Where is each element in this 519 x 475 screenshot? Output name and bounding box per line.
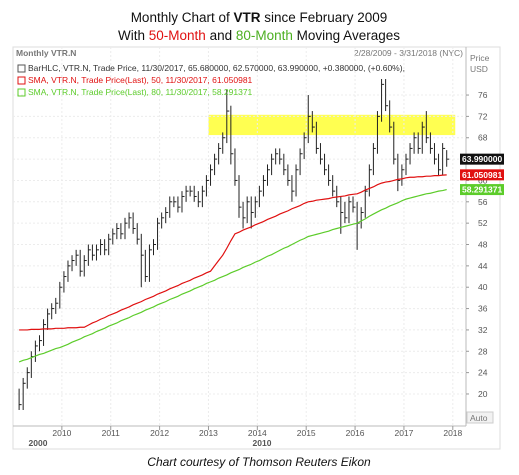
x-tick-label: 2010 bbox=[52, 428, 71, 438]
chart-title: Monthly Chart of VTR since February 2009 bbox=[131, 10, 388, 25]
x-tick-label: 2013 bbox=[199, 428, 218, 438]
x-tick-label: 2011 bbox=[102, 428, 121, 438]
subtitle-part: and bbox=[206, 28, 236, 43]
price-tag-label: 58.291371 bbox=[462, 185, 502, 195]
y-tick-label: 36 bbox=[478, 304, 488, 314]
price-tag bbox=[460, 153, 504, 165]
legend-entry: SMA, VTR.N, Trade Price(Last), 50, 11/30… bbox=[28, 75, 253, 85]
price-tag-label: 61.050981 bbox=[462, 170, 502, 180]
y-tick-label: 20 bbox=[478, 389, 488, 399]
caption: Chart courtesy of Thomson Reuters Eikon bbox=[147, 455, 371, 469]
axis-label: Price bbox=[470, 53, 490, 63]
x-tick-label: 2015 bbox=[297, 428, 316, 438]
legend-icon bbox=[17, 76, 26, 85]
legend-icon bbox=[17, 88, 26, 97]
y-tick-label: 72 bbox=[478, 111, 488, 121]
x-tick-label: 2012 bbox=[150, 428, 169, 438]
axis-label: USD bbox=[470, 64, 488, 74]
price-tag bbox=[460, 169, 504, 181]
decade-label: 2010 bbox=[253, 438, 272, 448]
chart-subtitle: With 50-Month and 80-Month Moving Averag… bbox=[118, 28, 400, 43]
x-tick-label: 2014 bbox=[248, 428, 267, 438]
y-tick-label: 52 bbox=[478, 218, 488, 228]
subtitle-part: 50-Month bbox=[149, 28, 206, 43]
y-tick-label: 48 bbox=[478, 240, 488, 250]
price-tag-label: 63.990000 bbox=[462, 154, 502, 164]
x-tick-label: 2016 bbox=[346, 428, 365, 438]
scale-mode[interactable]: Auto bbox=[470, 413, 488, 423]
title-part: since February 2009 bbox=[260, 10, 387, 25]
subtitle-part: 80-Month bbox=[236, 28, 293, 43]
panel-title: Monthly VTR.N bbox=[16, 48, 76, 58]
x-tick-label: 2018 bbox=[443, 428, 462, 438]
y-tick-label: 56 bbox=[478, 197, 488, 207]
x-tick-label: 2017 bbox=[394, 428, 413, 438]
moving-average bbox=[18, 188, 447, 363]
price-tag bbox=[460, 184, 504, 196]
subtitle-part: With bbox=[118, 28, 149, 43]
title-part: Monthly Chart of bbox=[131, 10, 234, 25]
legend-icon bbox=[17, 64, 26, 73]
date-range: 2/28/2009 - 3/31/2018 (NYC) bbox=[354, 48, 463, 58]
y-tick-label: 68 bbox=[478, 133, 488, 143]
y-tick-label: 76 bbox=[478, 90, 488, 100]
title-part: VTR bbox=[233, 10, 260, 25]
highlight-band bbox=[208, 114, 456, 136]
y-tick-label: 28 bbox=[478, 346, 488, 356]
subtitle-part: Moving Averages bbox=[293, 28, 400, 43]
y-tick-label: 60 bbox=[478, 175, 488, 185]
chart-frame bbox=[12, 46, 501, 450]
y-tick-label: 44 bbox=[478, 261, 488, 271]
decade-label: 2000 bbox=[29, 438, 48, 448]
legend-entry: BarHLC, VTR.N, Trade Price, 11/30/2017, … bbox=[28, 63, 405, 73]
y-tick-label: 24 bbox=[478, 368, 488, 378]
y-tick-label: 40 bbox=[478, 282, 488, 292]
y-tick-label: 32 bbox=[478, 325, 488, 335]
scale-button[interactable] bbox=[466, 411, 494, 424]
legend-entry: SMA, VTR.N, Trade Price(Last), 80, 11/30… bbox=[28, 87, 253, 97]
moving-average bbox=[19, 174, 447, 331]
